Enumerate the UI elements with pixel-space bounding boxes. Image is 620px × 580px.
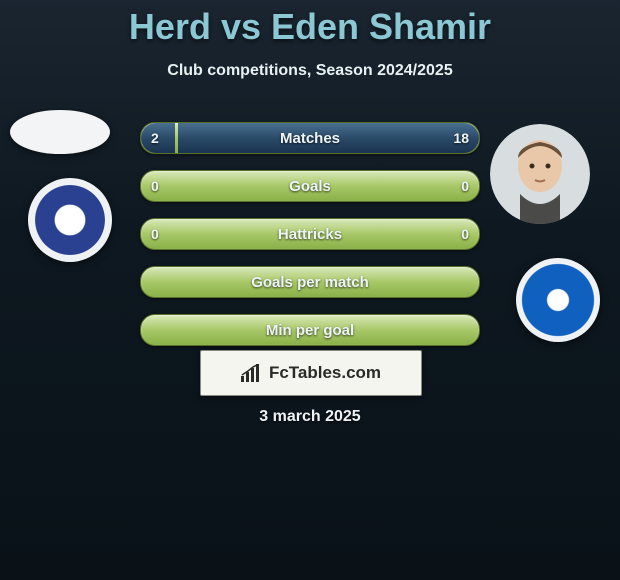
- stat-value-left: 2: [151, 123, 159, 153]
- stat-value-left: 0: [151, 171, 159, 201]
- stats-panel: Matches218Goals00Hattricks00Goals per ma…: [140, 122, 480, 362]
- stat-label: Min per goal: [141, 315, 479, 345]
- stat-value-right: 18: [453, 123, 469, 153]
- stat-row: Matches2 18: [140, 122, 480, 154]
- club2-logo: [516, 258, 600, 342]
- stat-label: Goals: [141, 171, 479, 201]
- stat-value-left: 0: [151, 219, 159, 249]
- stat-label: Hattricks: [141, 219, 479, 249]
- player1-avatar: [10, 110, 110, 154]
- stat-label: Goals per match: [141, 267, 479, 297]
- subtitle: Club competitions, Season 2024/2025: [0, 62, 620, 80]
- club1-logo: [28, 178, 112, 262]
- club2-crest-icon: [521, 263, 595, 337]
- player2-avatar: [490, 124, 590, 224]
- chart-icon: [241, 364, 263, 382]
- page-title: Herd vs Eden Shamir: [0, 0, 620, 48]
- date-label: 3 march 2025: [0, 408, 620, 426]
- stat-row: Goals per match: [140, 266, 480, 298]
- stat-row: Min per goal: [140, 314, 480, 346]
- stat-value-right: 0: [461, 171, 469, 201]
- stat-label: Matches: [141, 123, 479, 153]
- stat-value-right: 0: [461, 219, 469, 249]
- stat-row: Hattricks0 0: [140, 218, 480, 250]
- stat-row: Goals0 0: [140, 170, 480, 202]
- club1-crest-icon: [35, 185, 105, 255]
- brand-badge: FcTables.com: [200, 350, 422, 396]
- comparison-card: Herd vs Eden Shamir Club competitions, S…: [0, 0, 620, 580]
- brand-label: FcTables.com: [269, 363, 381, 383]
